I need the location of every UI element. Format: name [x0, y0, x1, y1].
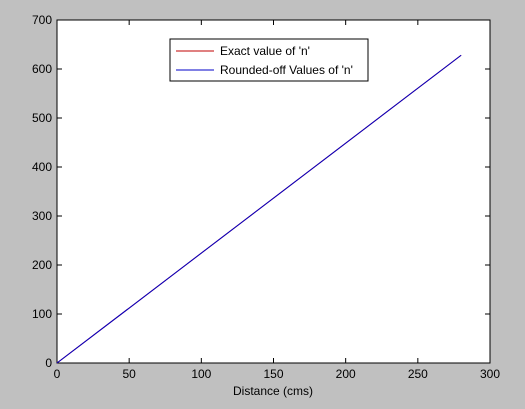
legend-entry: Exact value of 'n' — [220, 44, 310, 58]
y-tick-label: 0 — [45, 356, 52, 370]
x-axis-ticks: 0 50 100 150 200 250 300 — [54, 20, 500, 381]
y-axis-ticks: 0 100 200 300 400 500 600 700 — [32, 13, 490, 370]
legend-entry: Rounded-off Values of 'n' — [220, 63, 353, 77]
x-tick-label: 50 — [122, 367, 136, 381]
x-tick-label: 0 — [54, 367, 61, 381]
x-tick-label: 250 — [408, 367, 428, 381]
y-tick-label: 200 — [32, 258, 52, 272]
x-tick-label: 300 — [480, 367, 500, 381]
y-tick-label: 400 — [32, 160, 52, 174]
y-tick-label: 600 — [32, 62, 52, 76]
series-line-1 — [56, 54, 462, 364]
y-tick-label: 700 — [32, 13, 52, 27]
x-tick-label: 100 — [191, 367, 211, 381]
y-tick-label: 500 — [32, 111, 52, 125]
x-tick-label: 200 — [336, 367, 356, 381]
x-axis-label: Distance (cms) — [233, 384, 313, 398]
legend-box — [169, 38, 369, 82]
y-tick-label: 300 — [32, 209, 52, 223]
legend: Exact value of 'n' Rounded-off Values of … — [169, 38, 369, 82]
series-group — [56, 54, 462, 364]
x-tick-label: 150 — [263, 367, 283, 381]
y-tick-label: 100 — [32, 307, 52, 321]
